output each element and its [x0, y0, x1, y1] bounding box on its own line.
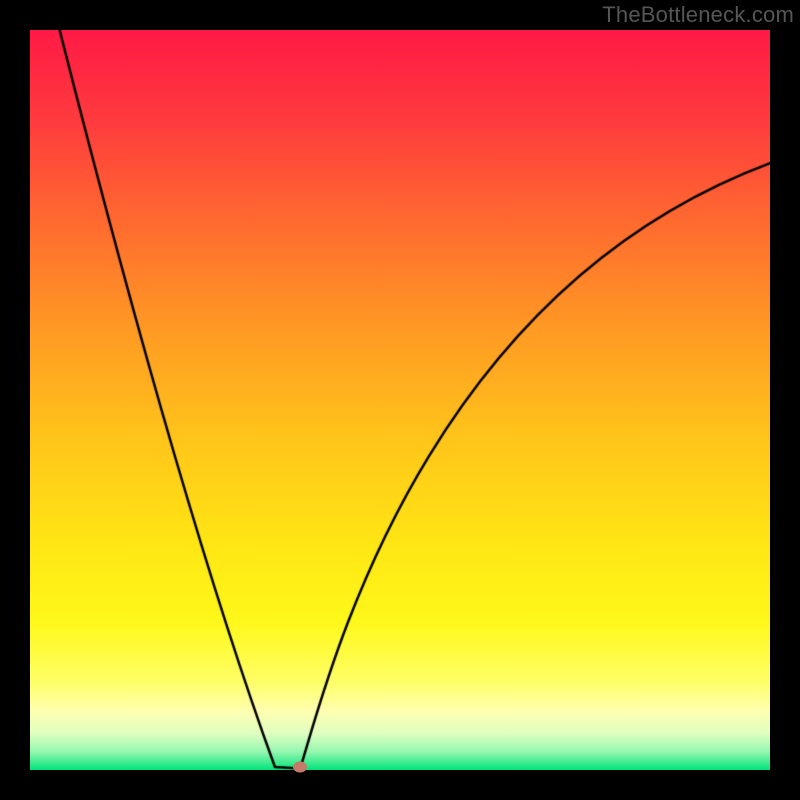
chart-frame: TheBottleneck.com — [0, 0, 800, 800]
bottleneck-curve — [30, 30, 770, 770]
optimal-point-marker — [293, 762, 307, 773]
watermark-text: TheBottleneck.com — [602, 2, 794, 28]
plot-area — [30, 30, 770, 770]
